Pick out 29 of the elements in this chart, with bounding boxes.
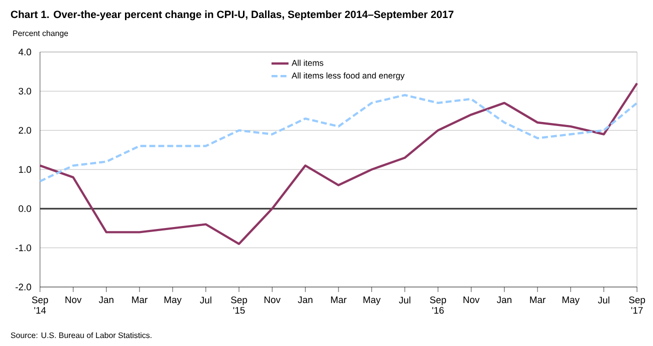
x-tick-label: Sep '16	[430, 296, 446, 314]
y-tick-label: -1.0	[16, 244, 32, 252]
y-tick-label: 0.0	[18, 205, 32, 212]
chart-title: Chart 1. Over-the-year percent change in CPI-U, Dallas, September 2014–September 2017	[10, 10, 454, 20]
x-tick-label: Jul	[398, 296, 410, 304]
x-tick-label: Sep '14	[32, 296, 48, 314]
x-tick-label: May	[164, 296, 182, 305]
y-tick-label: 2.0	[18, 126, 32, 134]
x-tick-label: Sep '15	[231, 296, 248, 314]
x-tick-label: Mar	[530, 296, 546, 304]
y-tick-label: -2.0	[16, 284, 32, 290]
legend-label: All items less food and energy	[292, 72, 405, 80]
x-tick-label: Jan	[298, 296, 312, 304]
x-tick-label: Jan	[496, 296, 512, 304]
x-tick-label: May	[562, 296, 580, 305]
x-tick-label: Jul	[200, 296, 212, 304]
x-tick-label: Nov	[464, 296, 480, 304]
x-tick-label: Mar	[132, 296, 148, 304]
x-tick-label: Jul	[598, 296, 610, 304]
y-tick-label: 1.0	[19, 166, 32, 173]
x-tick-label: Mar	[331, 296, 346, 304]
x-tick-label: Jan	[98, 296, 114, 304]
x-tick-label: Nov	[66, 296, 82, 304]
y-tick-label: 4.0	[18, 48, 32, 56]
x-tick-label: May	[364, 296, 381, 305]
y-tick-label: 3.0	[18, 88, 32, 95]
x-tick-label: Nov	[264, 296, 281, 304]
legend-label: All items	[292, 60, 324, 66]
x-tick-label: Sep '17	[629, 296, 646, 314]
